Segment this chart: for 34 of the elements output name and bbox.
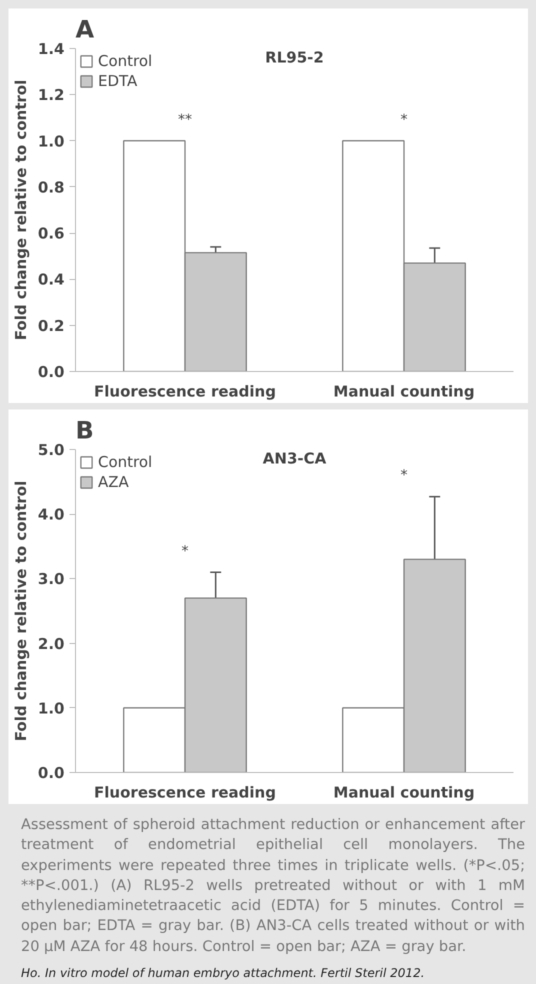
annotation: * (182, 543, 188, 560)
y-tick-label: 0.6 (38, 224, 65, 243)
y-tick-label: 1.0 (38, 132, 65, 150)
chart-subtitle: AN3-CA (262, 450, 327, 468)
y-tick-label: 3.0 (38, 570, 65, 588)
y-axis-title: Fold change relative to control (12, 80, 30, 340)
y-tick-label: 1.4 (38, 40, 65, 58)
legend-label: Control (98, 453, 152, 471)
x-tick-label: Fluorescence reading (94, 382, 276, 400)
text: Ho. In vitro model of human embryo attachment. Fertil Steril 2012. (21, 965, 426, 982)
legend-label: Control (98, 52, 152, 70)
x-tick-label: Manual counting (333, 784, 475, 802)
y-axis-title: Fold change relative to control (12, 480, 30, 742)
legend-label: EDTA (98, 72, 138, 90)
chart-title: B (76, 416, 94, 444)
y-tick-label: 0.4 (38, 270, 65, 289)
chart-subtitle: RL95-2 (265, 48, 324, 66)
x-tick-label: Fluorescence reading (94, 784, 276, 802)
y-tick-label: 0.0 (38, 764, 65, 782)
annotation: * (400, 468, 408, 484)
y-tick-label: 1.2 (38, 86, 65, 104)
y-tick-label: 0.0 (38, 363, 65, 381)
text: Assessment of spheroid attachment reduction or enhancement after treatment of endometrial epithelial cell monolayers. The experiments were repeated three times in triplicate wells. (*P<.05; **P<.001.) (A) RL95-2 wells pretreated without or with 1 mM ethylenediaminetetraacetic acid (EDTA) for 5 minutes. Control = open bar; EDTA = gray bar. (B) AN3-CA cells treated without or with 20 μM AZA for 48 hours. Control = open bar; AZA = gray bar. (21, 816, 525, 957)
annotation: ** (178, 112, 192, 128)
y-tick-label: 5.0 (38, 441, 65, 459)
chart-title: A (76, 16, 94, 44)
y-tick-label: 1.0 (38, 699, 65, 718)
y-tick-label: 0.2 (38, 316, 65, 335)
y-tick-label: 4.0 (38, 506, 65, 524)
y-tick-label: 0.8 (38, 178, 65, 196)
annotation: * (400, 112, 408, 128)
x-tick-label: Manual counting (333, 382, 475, 400)
legend-label: AZA (98, 473, 129, 491)
y-tick-label: 2.0 (38, 634, 65, 653)
